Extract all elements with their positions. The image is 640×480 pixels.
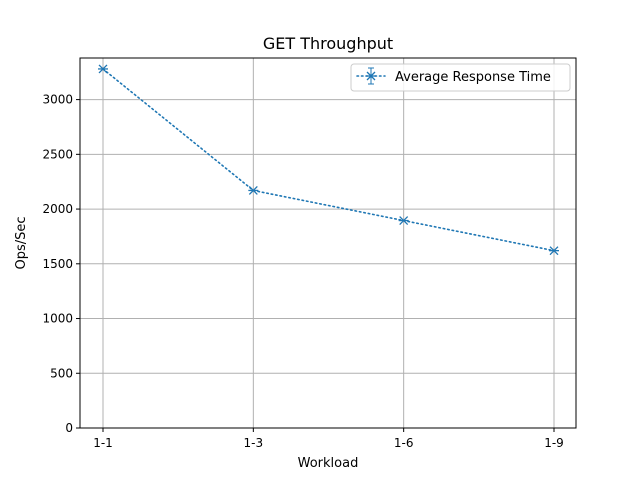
legend-marker (366, 71, 376, 81)
x-tick-label: 1-3 (244, 436, 264, 450)
series-layer (98, 64, 559, 256)
y-tick-label: 3000 (42, 93, 73, 107)
y-tick-label: 2500 (42, 147, 73, 161)
y-tick-label: 0 (65, 421, 73, 435)
legend-box (350, 63, 571, 92)
y-axis-label: Ops/Sec (14, 216, 29, 269)
data-point (248, 185, 259, 195)
x-tick-label: 1-1 (93, 436, 113, 450)
y-tick-label: 2000 (42, 202, 73, 216)
series-line (102, 68, 555, 252)
legend: Average Response Time (350, 63, 571, 92)
x-axis: 1-1 1-3 1-6 1-9 (93, 428, 564, 450)
plot-frame (79, 57, 577, 429)
legend-label: Average Response Time (395, 70, 551, 85)
x-axis-label: Workload (298, 456, 359, 471)
y-axis: 0 500 1000 1500 2000 2500 3000 (42, 93, 80, 435)
data-point (549, 246, 559, 256)
y-tick-label: 500 (50, 366, 73, 380)
x-tick-label: 1-9 (544, 436, 564, 450)
chart-title: GET Throughput (263, 34, 393, 53)
y-tick-label: 1000 (42, 312, 73, 326)
grid (80, 58, 576, 429)
data-point (98, 64, 108, 74)
legend-handle (356, 67, 386, 85)
x-tick-label: 1-6 (394, 436, 414, 450)
y-tick-label: 1500 (42, 257, 73, 271)
data-point (398, 216, 409, 226)
